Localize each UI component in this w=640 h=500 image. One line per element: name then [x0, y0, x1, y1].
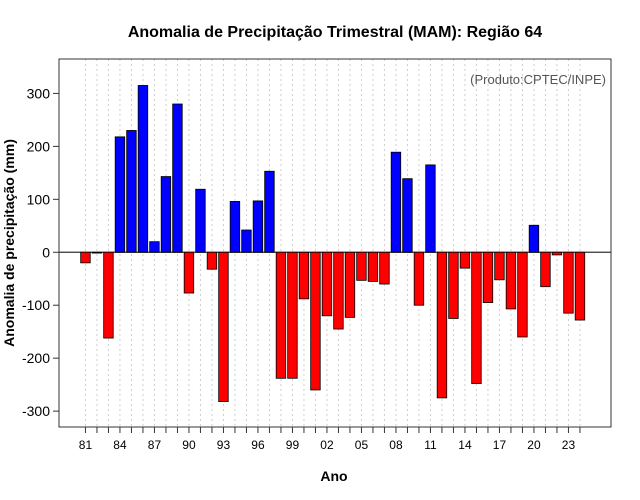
bar-2020 [528, 224, 540, 253]
bar-2013 [448, 251, 459, 319]
bar-2021 [540, 251, 551, 288]
plot-frame [58, 58, 612, 428]
chart-title: Anomalia de Precipitação Trimestral (MAM… [128, 24, 542, 41]
bar-2022 [551, 251, 563, 256]
x-axis: 81 84 87 90 93 96 99 02 05 08 11 14 17 20 23 [79, 427, 581, 452]
bar-1987 [149, 241, 160, 253]
y-tick-label: 0 [42, 244, 50, 260]
x-tick-label: 87 [148, 438, 162, 452]
bar-1992 [206, 251, 218, 270]
bar-1986 [137, 85, 149, 253]
y-tick-label: -100 [22, 297, 50, 313]
bar-2007 [379, 251, 390, 285]
bar-1989 [172, 103, 183, 253]
grid-lines [84, 59, 581, 427]
bar-2000 [298, 251, 310, 300]
bar-2019 [517, 251, 528, 338]
bar-1995 [241, 229, 252, 253]
bar-2010 [413, 251, 425, 306]
bar-2014 [459, 251, 471, 269]
bar-2016 [482, 251, 494, 303]
bar-2023 [563, 251, 574, 314]
bar-1999 [287, 251, 298, 379]
bar-2009 [402, 178, 413, 253]
x-tick-label: 02 [320, 438, 334, 452]
y-axis: -300 -200 -100 0 100 200 300 [22, 85, 59, 419]
x-tick-label: 17 [493, 438, 507, 452]
x-tick-label: 14 [458, 438, 472, 452]
bar-1994 [229, 201, 241, 253]
bar-1985 [126, 130, 137, 253]
bar-2005 [356, 251, 367, 281]
x-tick-label: 93 [217, 438, 231, 452]
bar-2004 [344, 251, 356, 318]
x-tick-label: 11 [424, 438, 437, 452]
y-tick-label: 100 [27, 191, 51, 207]
bar-1997 [264, 170, 275, 253]
x-tick-label: 05 [355, 438, 369, 452]
bar-1988 [160, 176, 172, 253]
bar-1990 [183, 251, 195, 294]
y-tick-label: 300 [27, 85, 51, 101]
bar-2003 [333, 251, 344, 330]
bar-2008 [390, 151, 402, 253]
bar-2001 [310, 251, 321, 391]
bar-1991 [195, 188, 206, 253]
bar-1983 [103, 251, 114, 339]
bar-1998 [275, 251, 287, 379]
x-tick-label: 96 [251, 438, 265, 452]
bar-2015 [471, 251, 482, 384]
x-tick-label: 99 [286, 438, 300, 452]
x-tick-label: 20 [527, 438, 541, 452]
y-tick-label: -300 [22, 403, 50, 419]
bar-1981 [80, 251, 91, 264]
product-credit: (Produto:CPTEC/INPE) [470, 72, 606, 87]
bar-2002 [321, 251, 333, 317]
x-tick-label: 81 [79, 438, 93, 452]
bar-2017 [494, 251, 505, 281]
y-tick-label: -200 [22, 350, 50, 366]
bar-2024 [574, 251, 586, 321]
x-tick-label: 84 [113, 438, 127, 452]
bar-2006 [367, 251, 379, 282]
bar-series [80, 85, 586, 402]
x-tick-label: 23 [562, 438, 576, 452]
x-tick-label: 90 [182, 438, 196, 452]
bar-1993 [218, 251, 229, 402]
bar-1984 [114, 136, 126, 253]
bar-1982 [91, 251, 103, 254]
x-axis-label: Ano [320, 468, 347, 484]
bar-2011 [425, 164, 436, 253]
y-tick-label: 200 [27, 138, 51, 154]
y-axis-label: Anomalia de precipitação (mm) [1, 139, 17, 347]
x-tick-label: 08 [389, 438, 403, 452]
bar-2012 [436, 251, 448, 399]
bar-1996 [252, 200, 264, 253]
bar-2018 [505, 251, 517, 310]
